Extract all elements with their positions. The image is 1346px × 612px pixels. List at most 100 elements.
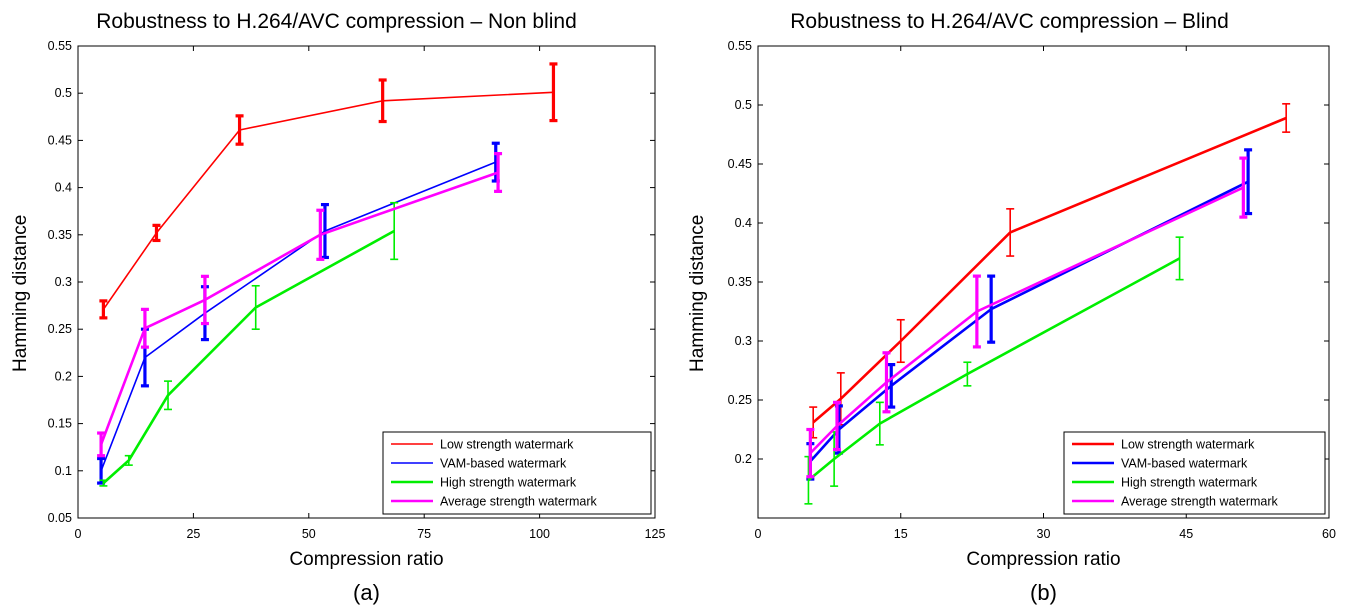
error-bar bbox=[987, 274, 996, 344]
legend-item: Average strength watermark bbox=[391, 495, 598, 509]
error-bar bbox=[875, 401, 884, 446]
y-tick-label: 0.45 bbox=[48, 133, 72, 147]
y-tick-label: 0.4 bbox=[55, 181, 72, 195]
legend-item: Average strength watermark bbox=[1072, 495, 1279, 509]
error-bar bbox=[832, 400, 841, 452]
legend-label: VAM-based watermark bbox=[440, 457, 567, 471]
x-tick-label: 30 bbox=[1037, 527, 1051, 541]
y-axis-label: Hamming distance bbox=[687, 214, 708, 372]
error-bar bbox=[1244, 148, 1253, 216]
error-bar bbox=[1282, 103, 1291, 133]
error-bar bbox=[390, 201, 399, 261]
error-bar bbox=[316, 208, 325, 261]
error-bar bbox=[896, 318, 905, 364]
series-low-strength-watermark bbox=[99, 62, 558, 320]
series-line bbox=[100, 161, 496, 472]
error-bar bbox=[887, 363, 896, 409]
chart-title: Robustness to H.264/AVC compression – No… bbox=[96, 10, 577, 33]
legend-label: VAM-based watermark bbox=[1121, 457, 1248, 471]
chart-title: Robustness to H.264/AVC compression – Bl… bbox=[790, 10, 1229, 33]
x-tick-label: 100 bbox=[529, 527, 550, 541]
figure-caption: (b) bbox=[1030, 580, 1057, 605]
legend-label: Average strength watermark bbox=[1121, 495, 1279, 509]
legend: Low strength watermark VAM-based watermar… bbox=[382, 431, 652, 515]
error-bar bbox=[251, 284, 260, 331]
y-tick-label: 0.3 bbox=[55, 275, 72, 289]
error-bar bbox=[124, 454, 133, 466]
error-bar bbox=[1006, 208, 1015, 257]
y-tick-label: 0.55 bbox=[48, 39, 72, 53]
error-bar bbox=[378, 78, 387, 124]
series-average-strength-watermark bbox=[97, 152, 503, 458]
figure-caption: (a) bbox=[353, 580, 380, 605]
error-bar bbox=[1239, 156, 1248, 219]
error-bar bbox=[806, 427, 815, 479]
x-tick-label: 125 bbox=[645, 527, 666, 541]
chart-panel-a: Robustness to H.264/AVC compression – No… bbox=[10, 10, 666, 605]
x-tick-label: 75 bbox=[417, 527, 431, 541]
error-bar bbox=[140, 307, 149, 349]
x-tick-label: 45 bbox=[1179, 527, 1193, 541]
legend: Low strength watermark VAM-based watermar… bbox=[1063, 431, 1326, 515]
chart-panel-b: Robustness to H.264/AVC compression – Bl… bbox=[673, 0, 1346, 612]
series-line bbox=[809, 186, 1244, 455]
legend-item: High strength watermark bbox=[1072, 476, 1258, 490]
error-bar bbox=[963, 361, 972, 387]
series-high-strength-watermark bbox=[99, 201, 399, 487]
error-bar bbox=[97, 431, 106, 458]
x-tick-label: 60 bbox=[1322, 527, 1336, 541]
x-axis-label: Compression ratio bbox=[289, 549, 444, 570]
y-tick-label: 0.5 bbox=[55, 86, 72, 100]
y-tick-label: 0.05 bbox=[48, 511, 72, 525]
y-axis-label: Hamming distance bbox=[10, 214, 31, 372]
error-bar bbox=[200, 274, 209, 326]
error-bar bbox=[549, 62, 558, 123]
y-tick-label: 0.35 bbox=[728, 275, 752, 289]
x-tick-label: 0 bbox=[75, 527, 82, 541]
y-tick-label: 0.15 bbox=[48, 417, 72, 431]
y-tick-label: 0.2 bbox=[735, 452, 752, 466]
error-bar bbox=[882, 351, 891, 414]
chart-canvas: 0 15 30 45 60 0.2 0.25 0.3 0.35 0.4 0.45 0.5 0.55 Low… bbox=[728, 39, 1336, 541]
x-tick-label: 50 bbox=[302, 527, 316, 541]
legend-item: VAM-based watermark bbox=[391, 457, 567, 471]
chart-canvas: 0 25 50 75 100 125 0.05 0.1 0.15 0.2 0.25 0.3 0.35 0.… bbox=[48, 39, 666, 541]
error-bar bbox=[152, 223, 161, 243]
legend-label: High strength watermark bbox=[1121, 476, 1258, 490]
y-tick-label: 0.45 bbox=[728, 157, 752, 171]
legend-label: Low strength watermark bbox=[1121, 438, 1255, 452]
error-bar bbox=[494, 152, 503, 193]
legend-item: Low strength watermark bbox=[1072, 438, 1255, 452]
y-tick-label: 0.5 bbox=[735, 98, 752, 112]
error-bar bbox=[235, 114, 244, 146]
y-tick-label: 0.25 bbox=[728, 393, 752, 407]
legend-item: VAM-based watermark bbox=[1072, 457, 1248, 471]
legend-item: Low strength watermark bbox=[391, 438, 574, 452]
x-tick-label: 15 bbox=[894, 527, 908, 541]
error-bar bbox=[164, 380, 173, 411]
x-tick-label: 0 bbox=[755, 527, 762, 541]
y-tick-label: 0.1 bbox=[55, 464, 72, 478]
series-line bbox=[102, 91, 554, 310]
series-average-strength-watermark bbox=[806, 156, 1248, 479]
error-bar bbox=[99, 479, 108, 487]
legend-item: High strength watermark bbox=[391, 476, 577, 490]
y-tick-label: 0.25 bbox=[48, 322, 72, 336]
series-line bbox=[102, 229, 395, 485]
legend-label: Average strength watermark bbox=[440, 495, 598, 509]
legend-label: High strength watermark bbox=[440, 476, 577, 490]
y-tick-label: 0.55 bbox=[728, 39, 752, 53]
series-line bbox=[812, 116, 1287, 424]
y-tick-label: 0.4 bbox=[735, 216, 752, 230]
error-bar bbox=[1175, 236, 1184, 281]
y-tick-label: 0.2 bbox=[55, 369, 72, 383]
y-tick-label: 0.35 bbox=[48, 228, 72, 242]
y-tick-label: 0.3 bbox=[735, 334, 752, 348]
x-tick-label: 25 bbox=[186, 527, 200, 541]
legend-label: Low strength watermark bbox=[440, 438, 574, 452]
error-bar bbox=[99, 299, 108, 320]
series-line bbox=[99, 171, 499, 445]
series-high-strength-watermark bbox=[804, 236, 1184, 505]
error-bar bbox=[320, 202, 329, 260]
x-axis-label: Compression ratio bbox=[966, 549, 1121, 570]
